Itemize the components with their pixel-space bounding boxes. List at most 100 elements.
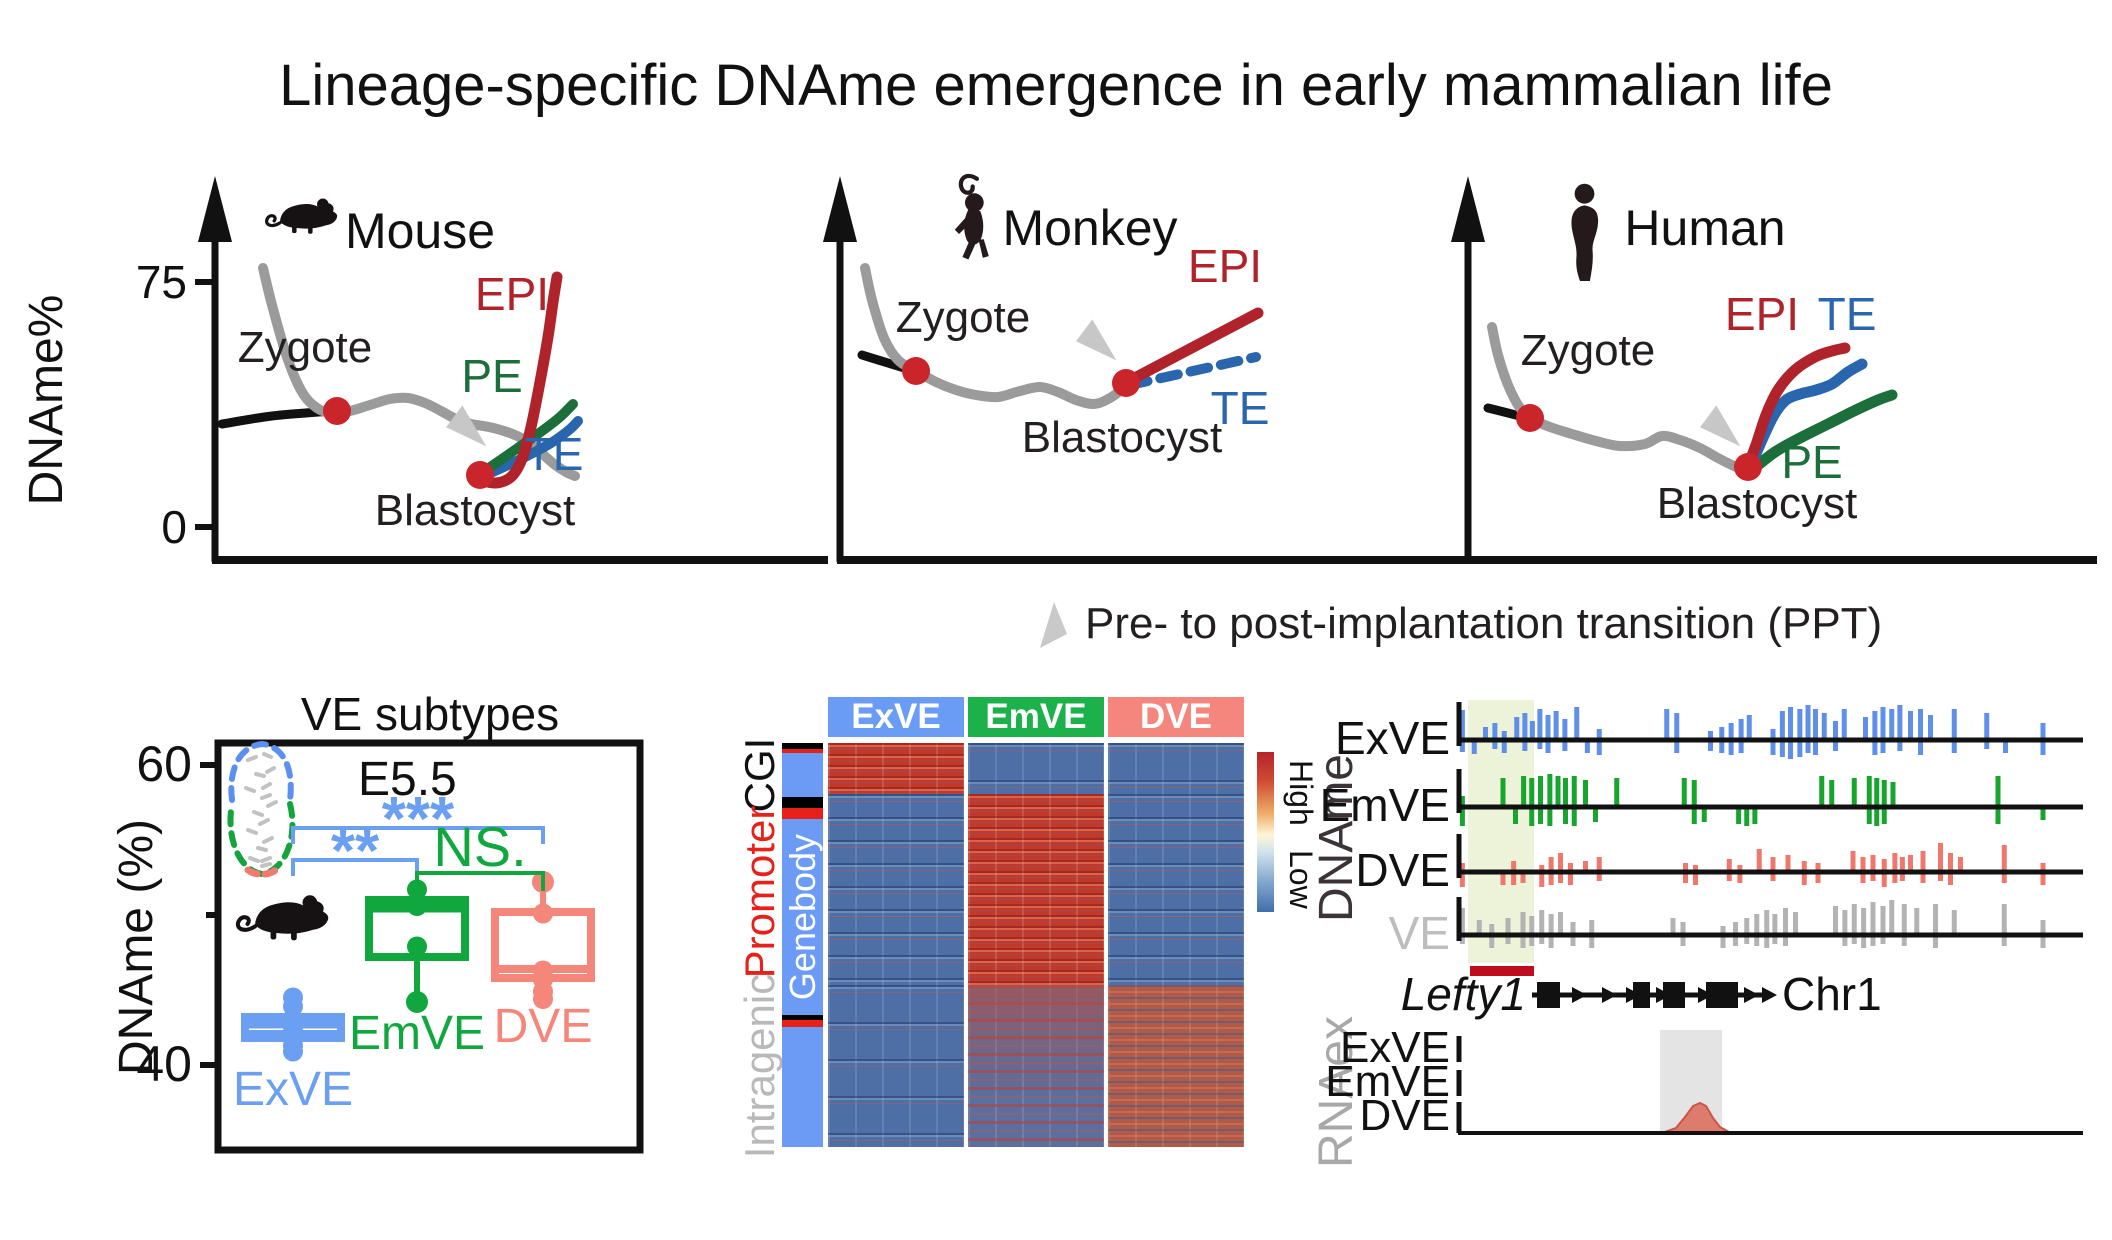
direction-arrow [1626,987,1641,1003]
direction-arrow [1698,987,1713,1003]
direction-arrow [1602,987,1617,1003]
panel-human: Human Zygote Blastocyst EPI TE PE [1451,176,2097,564]
ppt-arrowhead-icon [1700,405,1741,447]
y-tick-label: 60 [136,736,192,792]
annotation-segment [782,1020,823,1027]
curve-label-epi: EPI [1725,288,1799,340]
stage-dot [1112,369,1140,397]
heatmap-block [968,985,1104,1147]
gene-name: Lefty1 [1401,968,1526,1020]
ppt-arrowhead-icon [1040,602,1067,648]
significance-bracket [291,826,545,844]
curve-global [1487,322,1751,475]
y-axis-arrow [198,176,232,242]
box-group-exve [241,987,345,1062]
curve-label-zygote: Zygote [896,293,1031,342]
panel-monkey: Monkey Zygote Blastocyst EPI TE [823,173,1473,564]
exon [1537,982,1560,1008]
heatmap-block [828,985,964,1147]
dname-track-ve [1456,897,2083,948]
curve-label-zygote: Zygote [238,323,373,372]
heatmap-block [1108,793,1244,986]
stage-dot [323,397,351,425]
boxplot-y-axis-title: DNAme (%) [110,819,163,1075]
curve-label-blastocyst: Blastocyst [1657,479,1858,528]
panel-title-monkey: Monkey [1002,200,1177,256]
curve-label-te: TE [1211,382,1270,434]
box-group-dve [491,871,595,1009]
data-point [283,1041,303,1062]
y-axis-arrow [823,176,857,242]
monkey-icon [954,173,989,260]
stage-annotation: E5.5 [358,753,457,806]
track-label-dve: DVE [1355,844,1450,896]
colorbar-high-label: High [1283,760,1319,826]
annotation-segment [782,796,823,809]
group-label-exve: ExVE [233,1063,353,1116]
heatmap-block [968,793,1104,986]
heatmap-column-exve: ExVE [828,697,964,1147]
annotation-segment [782,1026,823,1147]
panel-title-human: Human [1624,200,1785,256]
curve-label-pe: PE [461,350,522,402]
curve-label-te: TE [525,428,584,480]
curve-label-epi: EPI [1188,240,1262,292]
significance-label: NS. [433,815,526,878]
curve-TE [1125,352,1261,390]
significance-bracket [291,858,419,876]
data-point [533,989,553,1009]
mouse-icon [235,895,329,941]
stage-dot [466,461,494,489]
plot-border [214,739,644,1154]
direction-arrow [1572,987,1587,1003]
colorbar-low-label: Low [1283,850,1319,909]
rna-track-label-emve: EmVE [1325,1057,1450,1106]
stage-dot [902,357,930,385]
track-label-exve: ExVE [1335,712,1450,764]
track-label-emve: EmVE [1320,779,1450,831]
curve-label-blastocyst: Blastocyst [1022,413,1223,462]
gene-model [1532,982,1777,1008]
rna-track-label-exve: ExVE [1340,1023,1450,1072]
ppt-arrowhead-icon [1076,319,1117,361]
group-label-emve: EmVE [349,1007,485,1060]
row-label-promoter: Promoter [736,805,783,979]
e5.5-embryo-schematic [227,740,296,878]
y-tick-label: 75 [136,256,187,308]
exon [1633,982,1650,1008]
heatmap-annotation-bar: Genebody [782,743,823,1147]
column-header-exve: ExVE [828,697,964,737]
row-label-intragenic: Intragenic [736,973,783,1159]
heatmap-block [968,743,1104,794]
annotation-segment [782,753,823,797]
heatmap-columns: ExVE EmVE DVE [828,697,1244,1147]
rna-track-label-dve: DVE [1360,1091,1450,1140]
mouse-icon [265,198,338,234]
box-group-emve [365,879,469,1013]
direction-arrow [1762,987,1777,1003]
heatmap-panel: CGI Promoter Intragenic Genebody ExVE EmVE D… [736,694,1319,1240]
significance-label: *** [382,785,455,854]
column-header-dve: DVE [1108,697,1244,737]
data-point [533,903,553,924]
curve-EPI [1742,342,1851,472]
direction-arrow [1656,987,1671,1003]
curve-label-blastocyst: Blastocyst [375,486,576,535]
ppt-legend: Pre- to post-implantation transition (PP… [1035,598,1882,650]
rnaex-section-label: RNAex [1310,1016,1363,1168]
curve-global [860,263,1130,410]
data-point [407,936,427,957]
curve-label-te: TE [1818,288,1877,340]
heatmap-block [828,793,964,986]
dmr-red-bar [1470,966,1534,976]
stage-dot [1734,453,1762,481]
annotation-segment [782,743,823,749]
y-tick-label: 40 [136,1036,192,1092]
data-point [283,1017,303,1038]
annotation-segment [782,1014,823,1021]
curve-PE [1746,389,1898,476]
heatmap-block [1108,743,1244,794]
dname-section-label: DNAme [1310,754,1363,922]
